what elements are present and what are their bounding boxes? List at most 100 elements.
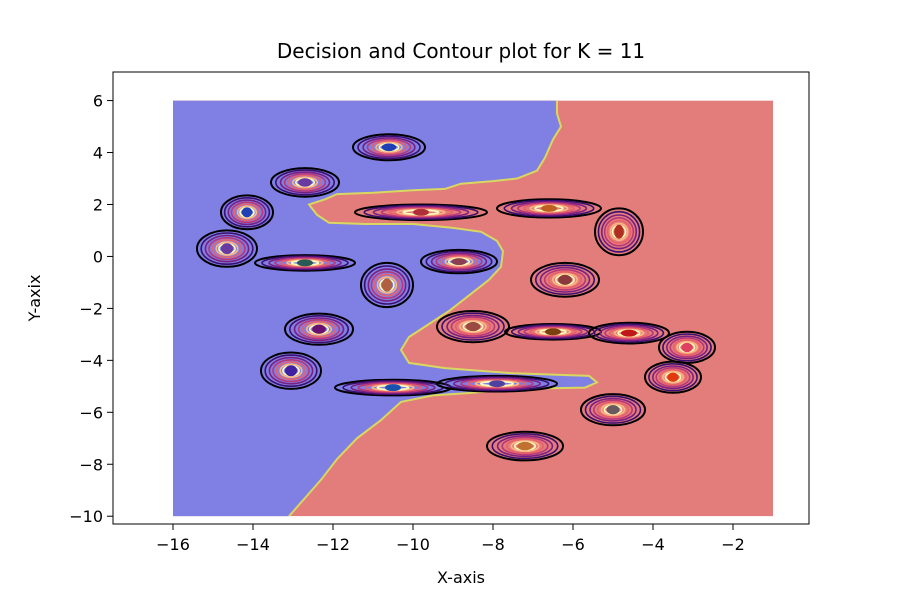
y-tick-label: 4 xyxy=(93,144,103,163)
contour-cluster xyxy=(486,430,564,462)
contour-ring xyxy=(220,194,274,231)
contour-ring xyxy=(606,219,632,244)
decision-regions xyxy=(173,100,773,517)
x-tick-label: −2 xyxy=(721,535,745,554)
contour-ring xyxy=(444,376,550,392)
contour-ring xyxy=(658,368,688,386)
contour-ring xyxy=(380,206,462,218)
contour-ring xyxy=(593,323,665,343)
contour-ring xyxy=(523,326,583,338)
contour-ring xyxy=(363,265,411,305)
contour-ring xyxy=(362,137,416,158)
contour-ring xyxy=(441,312,505,341)
contour-ring xyxy=(517,325,589,339)
contour-ring xyxy=(360,261,414,309)
contour-ring xyxy=(459,320,487,333)
cluster-center-point xyxy=(614,224,624,239)
contour-ring xyxy=(491,433,559,460)
contour-ring xyxy=(676,340,698,354)
y-tick-label: −8 xyxy=(79,455,103,474)
contour-ring xyxy=(510,201,588,216)
cluster-center-point xyxy=(221,243,233,255)
contour-ring xyxy=(547,270,583,289)
contour-ring xyxy=(284,312,354,346)
contour-ring xyxy=(279,363,303,379)
contour-ring xyxy=(589,397,637,422)
y-axis-label: Y-axix xyxy=(25,275,44,323)
contour-ring xyxy=(274,257,336,269)
contour-ring xyxy=(230,201,264,224)
contour-ring xyxy=(496,435,554,458)
contour-ring xyxy=(301,320,337,338)
contour-ring xyxy=(272,359,310,383)
contour-cluster xyxy=(270,167,340,198)
contour-cluster xyxy=(420,248,498,275)
contour-ring xyxy=(594,207,644,257)
contour-ring xyxy=(596,401,630,419)
x-tick-label: −10 xyxy=(396,535,430,554)
contour-ring xyxy=(233,203,261,222)
contour-ring xyxy=(200,232,254,266)
contour-ring xyxy=(543,268,587,291)
y-tick-label: −6 xyxy=(79,403,103,422)
contour-ring xyxy=(648,363,698,392)
contour-ring xyxy=(305,322,332,336)
cluster-center-point xyxy=(297,259,313,267)
contour-ring xyxy=(551,272,578,287)
contour-ring xyxy=(288,315,349,344)
contour-ring xyxy=(539,266,591,293)
x-tick-label: −16 xyxy=(156,535,190,554)
cluster-center-point xyxy=(381,278,393,292)
contour-ring xyxy=(208,236,246,261)
contour-ring xyxy=(334,378,452,397)
x-tick-label: −6 xyxy=(561,535,585,554)
contour-ring xyxy=(662,370,684,384)
contour-cluster xyxy=(196,229,258,268)
contour-ring xyxy=(196,229,258,268)
contour-ring xyxy=(503,199,595,217)
cluster-center-point xyxy=(241,207,253,218)
contour-cluster xyxy=(352,133,426,162)
contour-ring xyxy=(435,253,483,270)
contour-cluster xyxy=(496,198,602,219)
contour-ring xyxy=(592,399,633,420)
x-tick-label: −14 xyxy=(236,535,270,554)
contour-ring xyxy=(376,276,398,294)
contour-ring xyxy=(354,203,488,222)
contour-ring xyxy=(372,205,470,219)
plot-frame xyxy=(112,71,810,525)
contour-cluster xyxy=(588,321,670,345)
contour-ring xyxy=(363,204,479,220)
contour-ring xyxy=(287,174,323,191)
cluster-center-point xyxy=(517,441,533,451)
contour-ring xyxy=(352,133,426,162)
contour-cluster xyxy=(254,254,356,272)
contour-ring xyxy=(370,270,404,299)
y-tick-label: 6 xyxy=(93,92,103,111)
contour-ring xyxy=(530,261,600,298)
contour-ring xyxy=(600,214,638,250)
contour-ring xyxy=(370,140,408,155)
contour-ring xyxy=(597,210,641,253)
contour-ring xyxy=(604,326,654,341)
contour-cluster xyxy=(658,330,716,364)
contour-ring xyxy=(215,241,239,256)
contour-ring xyxy=(460,378,534,390)
cluster-center-point xyxy=(413,208,429,216)
contour-ring xyxy=(297,319,341,340)
contour-cluster xyxy=(220,194,274,231)
contour-ring xyxy=(268,256,342,270)
contour-cluster xyxy=(580,393,646,427)
y-tick-label: 0 xyxy=(93,247,103,266)
contour-cluster xyxy=(260,351,322,390)
contour-ring xyxy=(223,197,271,228)
cluster-center-point xyxy=(385,384,401,392)
contour-ring xyxy=(264,354,318,388)
contour-ring xyxy=(496,198,602,219)
cluster-center-point xyxy=(489,380,505,388)
contour-ring xyxy=(388,207,454,217)
contour-ring xyxy=(283,172,327,192)
contour-ring xyxy=(613,328,645,338)
